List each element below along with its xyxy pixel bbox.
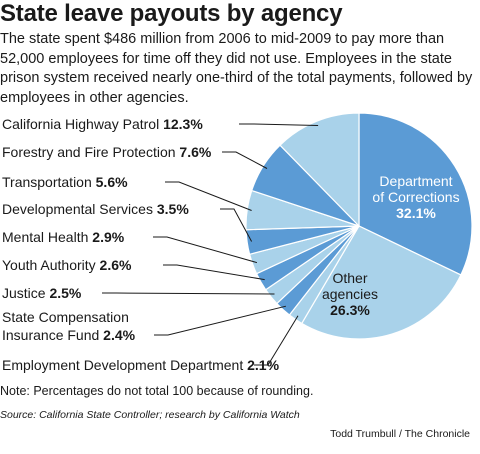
slice-label-line: Developmental Services [2,201,153,217]
slice-value: 32.1% [396,205,436,221]
slice-label-mental-health: Mental Health 2.9% [2,229,125,245]
slice-label-california-highway-patrol: California Highway Patrol 12.3% [2,116,203,132]
slice-label-line: Other [332,270,367,286]
leader-line-youth-authority [163,264,265,281]
slice-value: 2.6% [96,257,132,273]
slice-value: 3.5% [153,201,189,217]
pie-slices [245,112,473,340]
slice-value: 12.3% [159,116,203,132]
slice-value: 2.1% [243,357,279,373]
leader-line-justice [102,292,275,295]
slice-label-employment-development-department: Employment Development Department 2.1% [2,357,280,373]
slice-value: 5.6% [92,174,128,190]
leader-line-employment-development-department [254,315,299,366]
slice-label-line: of Corrections [372,189,459,205]
slice-label-line: agencies [322,286,378,302]
slice-value: 26.3% [330,302,370,318]
pie-chart: Department of Corrections 32.1% Other agenci… [2,112,473,373]
leader-line-forestry-and-fire-protection [222,151,268,169]
chart-subtitle: The state spent $486 million from 2006 t… [0,31,473,106]
chart-source: Source: California State Controller; res… [0,409,300,421]
slice-label-line: Transportation [2,174,92,190]
chart-note: Note: Percentages do not total 100 becau… [0,384,314,398]
slice-value: 2.9% [88,229,124,245]
slice-label-developmental-services: Developmental Services 3.5% [2,201,189,217]
pie-slice-california-highway-patrol [279,112,360,228]
slice-label-line: Insurance Fund [2,327,99,343]
slice-label-other-agencies: Other agencies 26.3% [322,270,378,318]
slice-label-department-of-corrections: Department of Corrections 32.1% [372,173,459,221]
slice-label-transportation: Transportation 5.6% [2,174,128,190]
slice-label-forestry-and-fire-protection: Forestry and Fire Protection 7.6% [2,144,212,160]
pie-slice-other-agencies [300,225,462,340]
slice-label-line: Forestry and Fire Protection [2,144,176,160]
leader-line-state-compensation-insurance-fund [154,305,287,336]
slice-label-line: Justice [2,285,46,301]
slice-label-line: California Highway Patrol [2,116,159,132]
chart-credit: Todd Trumbull / The Chronicle [330,428,470,440]
slice-label-line: Youth Authority [2,257,96,273]
slice-value: 2.5% [46,285,82,301]
leader-line-mental-health [153,236,258,264]
slice-labels: Department of Corrections 32.1% Other agenci… [2,116,460,373]
pie-slice-department-of-corrections [358,112,473,276]
slice-label-state-compensation-insurance-fund: State Compensation Insurance Fund 2.4% [2,309,136,343]
slice-label-line: Department [379,173,452,189]
leader-lines [102,123,319,366]
slice-label-youth-authority: Youth Authority 2.6% [2,257,132,273]
chart-title: State leave payouts by agency [0,0,343,27]
leader-line-developmental-services [220,208,253,242]
leader-line-transportation [165,181,252,211]
leader-line-california-highway-patrol [239,123,319,126]
slice-label-line: Employment Development Department [2,357,243,373]
slice-label-line: State Compensation [2,309,129,325]
slice-label-line: Mental Health [2,229,88,245]
slice-value: 7.6% [176,144,212,160]
slice-value: 2.4% [99,327,135,343]
slice-label-justice: Justice 2.5% [2,285,82,301]
